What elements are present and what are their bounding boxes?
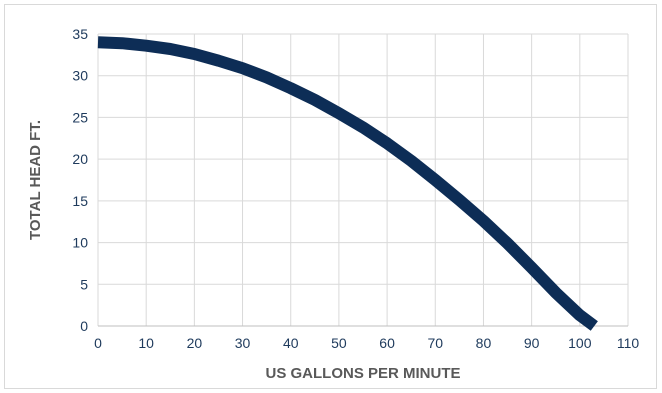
x-tick-label: 110 — [617, 335, 640, 351]
x-tick-labels: 0 10 20 30 40 50 60 70 80 90 100 110 — [94, 335, 639, 351]
y-tick-label: 25 — [72, 109, 88, 125]
grid-lines — [97, 33, 629, 327]
y-tick-label: 30 — [72, 68, 88, 84]
x-tick-label: 30 — [235, 335, 251, 351]
x-tick-label: 0 — [94, 335, 102, 351]
y-tick-label: 20 — [72, 151, 88, 167]
x-tick-label: 50 — [331, 335, 347, 351]
y-tick-label: 0 — [80, 318, 88, 334]
x-tick-label: 20 — [187, 335, 203, 351]
y-tick-label: 5 — [80, 276, 88, 292]
x-tick-label: 100 — [568, 335, 592, 351]
series-group — [97, 36, 598, 331]
x-tick-label: 80 — [476, 335, 492, 351]
x-tick-label: 60 — [379, 335, 395, 351]
x-tick-label: 70 — [427, 335, 443, 351]
series-line — [97, 36, 598, 331]
y-tick-label: 35 — [72, 26, 88, 42]
chart-frame — [4, 4, 657, 389]
x-tick-label: 40 — [283, 335, 299, 351]
x-tick-label: 90 — [524, 335, 540, 351]
y-tick-label: 15 — [72, 193, 88, 209]
y-axis-label: TOTAL HEAD FT. — [27, 120, 44, 240]
x-tick-label: 10 — [138, 335, 154, 351]
y-tick-label: 10 — [72, 235, 88, 251]
x-axis-label: US GALLONS PER MINUTE — [265, 365, 460, 382]
y-tick-labels: 0 5 10 15 20 25 30 35 — [72, 26, 88, 334]
